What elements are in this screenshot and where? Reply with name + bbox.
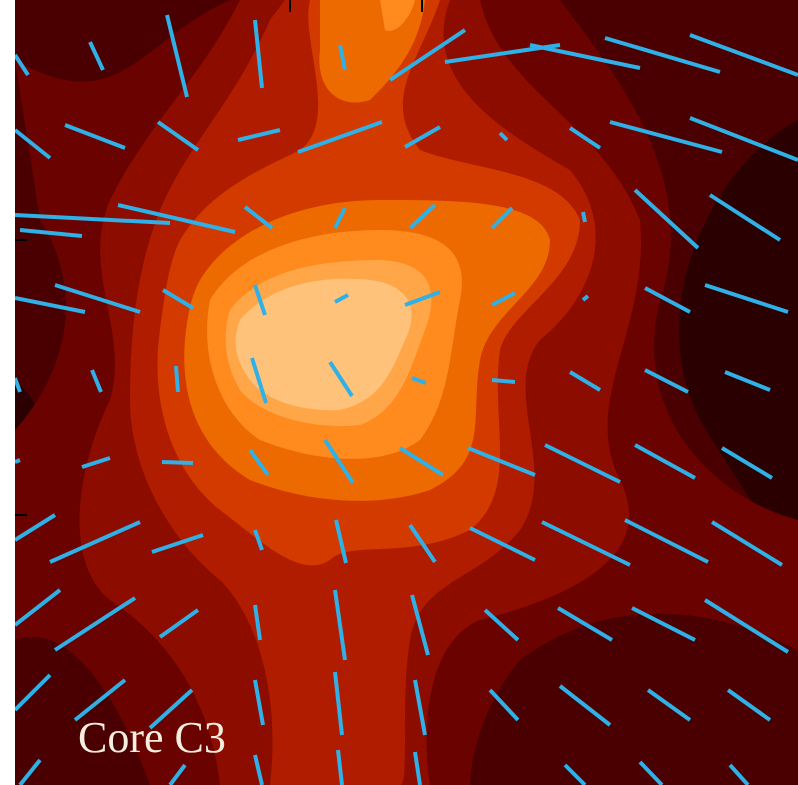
page: Core C3 (() => { const data = JSON.parse… [0, 0, 798, 785]
contour-map: Core C3 [0, 0, 798, 785]
contours [15, 0, 798, 785]
core-label: Core C3 [78, 713, 226, 762]
